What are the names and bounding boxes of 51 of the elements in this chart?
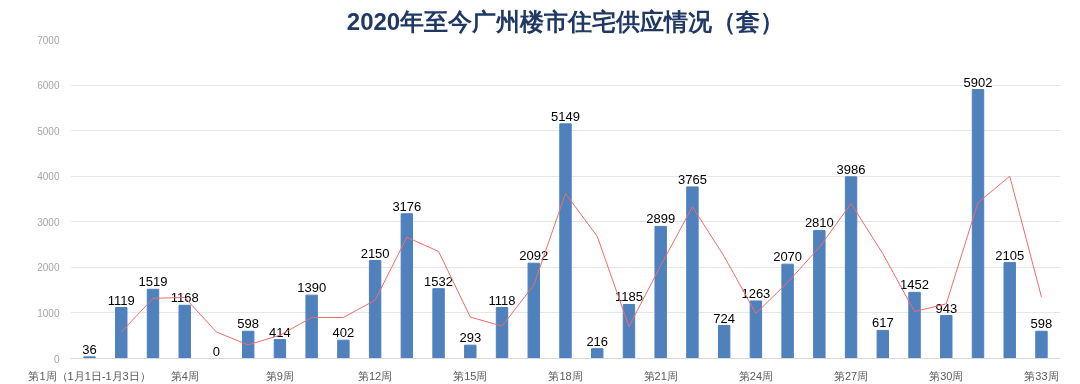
y-tick-label: 7000	[37, 34, 60, 46]
data-label: 2070	[773, 249, 803, 265]
data-label: 1519	[138, 274, 168, 290]
y-tick-label: 6000	[37, 80, 60, 92]
data-label: 3176	[392, 198, 422, 214]
y-tick-label: 3000	[37, 216, 60, 228]
x-tick-label: 第30周	[929, 369, 964, 382]
data-label: 598	[237, 316, 260, 332]
data-label: 2899	[646, 211, 676, 227]
x-tick-label: 第12周	[358, 369, 393, 382]
data-label: 402	[332, 325, 355, 341]
data-label: 598	[1030, 316, 1053, 332]
data-label: 724	[713, 310, 736, 326]
data-label: 1118	[488, 292, 516, 308]
data-label: 414	[269, 324, 291, 340]
data-label: 3986	[836, 161, 866, 177]
data-label: 1390	[297, 280, 327, 296]
y-tick-label: 2000	[37, 262, 60, 274]
y-tick-label: 0	[53, 353, 60, 365]
data-label: 5902	[963, 74, 993, 90]
x-tick-label: 第33周	[1024, 369, 1059, 382]
x-tick-label: 第27周	[833, 369, 869, 382]
x-tick-label: 第21周	[643, 369, 678, 382]
data-label: 617	[871, 315, 894, 331]
data-label: 36	[82, 341, 97, 357]
data-label: 1185	[614, 289, 643, 305]
data-label: 1168	[170, 290, 199, 306]
data-label: 1119	[107, 292, 135, 308]
x-tick-label: 第4周	[170, 369, 199, 382]
data-label: 1452	[900, 277, 929, 293]
data-label: 216	[586, 333, 609, 349]
x-tick-label: 第1周（1月1日-1月3日）	[28, 369, 151, 382]
data-label: 2150	[360, 245, 390, 261]
x-tick-label: 第9周	[265, 369, 294, 382]
x-tick-label: 第18周	[548, 369, 583, 382]
data-label: 0	[212, 343, 221, 359]
x-tick-label: 第15周	[453, 369, 488, 382]
chart-title: 2020年至今广州楼市住宅供应情况（套）	[346, 7, 785, 35]
data-label: 1263	[741, 285, 771, 301]
data-label: 3765	[677, 171, 707, 187]
data-label: 2105	[995, 247, 1025, 263]
data-label: 5149	[551, 108, 580, 124]
y-tick-label: 5000	[37, 125, 60, 137]
data-label: 293	[459, 330, 482, 346]
x-tick-label: 第24周	[738, 369, 774, 382]
data-label: 1532	[424, 273, 454, 289]
data-label: 2810	[804, 215, 834, 231]
y-tick-label: 4000	[37, 171, 60, 183]
y-tick-label: 1000	[37, 307, 60, 319]
data-label: 2092	[519, 248, 549, 264]
data-label: 943	[935, 300, 958, 316]
